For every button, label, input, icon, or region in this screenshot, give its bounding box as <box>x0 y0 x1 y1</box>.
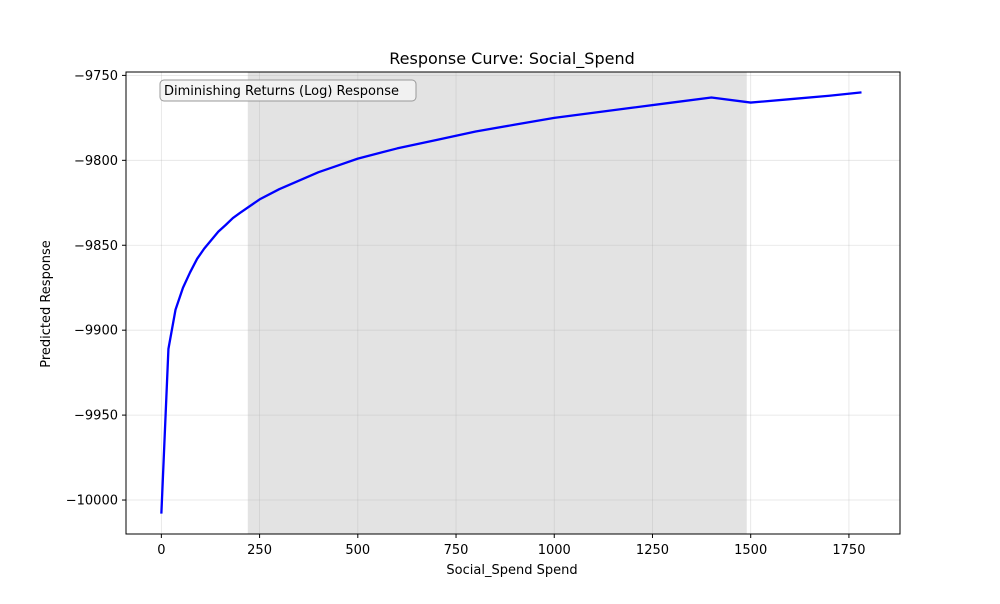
y-tick-label: −9900 <box>74 324 118 339</box>
x-tick-label: 1500 <box>734 543 767 558</box>
plot-area: 0 250 500 750 1000 1250 1500 1750 −10000 −9950 −99… <box>66 69 901 558</box>
x-tick-label: 0 <box>157 543 165 558</box>
chart-title: Response Curve: Social_Spend <box>389 49 635 69</box>
x-tick-label: 500 <box>345 543 370 558</box>
x-axis-label: Social_Spend Spend <box>446 563 577 578</box>
x-tick-label: 1750 <box>832 543 865 558</box>
shaded-region <box>247 72 747 534</box>
x-tick-label: 1250 <box>636 543 669 558</box>
x-tick-label: 1000 <box>538 543 571 558</box>
y-tick-label: −9800 <box>74 154 118 169</box>
y-tick-label: −9750 <box>74 69 118 84</box>
x-tick-label: 750 <box>444 543 469 558</box>
x-tick-label: 250 <box>247 543 272 558</box>
y-tick-label: −9950 <box>74 409 118 424</box>
plot-frame <box>125 71 901 535</box>
y-tick-label: −10000 <box>66 494 118 509</box>
annotation-text: Diminishing Returns (Log) Response <box>164 84 399 99</box>
annotation-box <box>159 79 417 102</box>
series-line <box>160 91 862 514</box>
y-axis-label: Predicted Response <box>39 240 54 368</box>
y-tick-label: −9850 <box>74 239 118 254</box>
